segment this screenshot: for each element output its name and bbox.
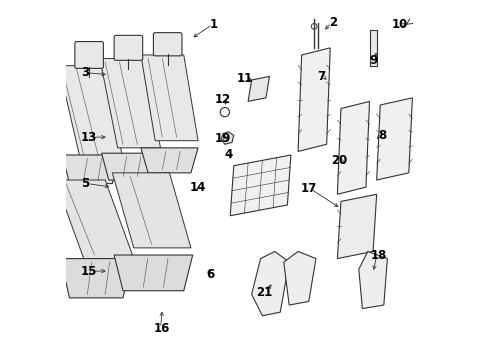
Polygon shape [247,76,269,102]
Polygon shape [376,98,411,180]
Text: 9: 9 [368,54,376,67]
Text: 21: 21 [256,286,272,299]
Polygon shape [59,66,123,158]
Circle shape [220,108,229,117]
Text: 16: 16 [154,322,170,335]
Polygon shape [230,155,290,216]
Text: 20: 20 [330,154,346,167]
Text: 13: 13 [81,131,97,144]
Text: 5: 5 [81,177,89,190]
Circle shape [311,23,316,29]
Polygon shape [283,251,315,305]
Text: 1: 1 [210,18,218,31]
Polygon shape [221,132,233,144]
Text: 11: 11 [236,72,252,85]
Polygon shape [358,251,386,309]
Text: 2: 2 [328,16,336,29]
Polygon shape [62,155,119,184]
Text: 7: 7 [317,70,325,83]
Text: 3: 3 [81,66,89,79]
Text: 19: 19 [214,132,231,145]
Text: 8: 8 [377,129,386,142]
FancyBboxPatch shape [75,41,103,68]
Text: 14: 14 [189,181,206,194]
Text: 15: 15 [81,265,97,278]
Polygon shape [337,194,376,258]
Text: 4: 4 [224,148,232,162]
Polygon shape [55,180,134,258]
Text: 12: 12 [215,93,231,106]
Polygon shape [141,148,198,173]
Polygon shape [298,48,329,152]
Polygon shape [61,258,132,298]
Text: 17: 17 [300,183,316,195]
Text: 6: 6 [206,268,214,281]
Polygon shape [251,251,288,316]
Polygon shape [114,255,192,291]
Polygon shape [112,173,190,248]
Text: 18: 18 [369,248,386,261]
Polygon shape [369,30,376,66]
Polygon shape [337,102,369,194]
FancyBboxPatch shape [153,33,182,56]
Polygon shape [100,59,160,148]
FancyBboxPatch shape [114,35,142,60]
Polygon shape [141,55,198,141]
Polygon shape [102,153,159,180]
Text: 10: 10 [391,18,407,31]
